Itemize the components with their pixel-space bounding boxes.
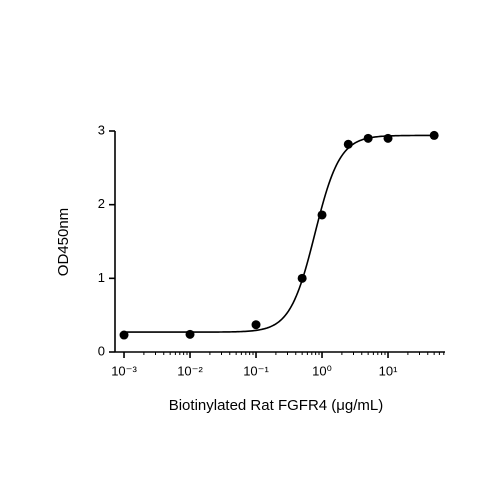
data-point xyxy=(251,320,261,330)
x-tick-label: 10⁰ xyxy=(312,363,332,378)
x-tick-label: 10⁻¹ xyxy=(243,363,269,378)
data-point xyxy=(429,130,439,140)
y-tick-label: 0 xyxy=(98,343,105,358)
y-axis-label: OD450nm xyxy=(55,208,72,276)
y-tick-label: 1 xyxy=(98,270,105,285)
x-tick-label: 10¹ xyxy=(379,363,398,378)
data-point xyxy=(185,329,195,339)
data-point xyxy=(383,133,393,143)
x-tick-label: 10⁻³ xyxy=(111,363,137,378)
data-point xyxy=(363,133,373,143)
data-point xyxy=(119,330,129,340)
x-axis-label: Biotinylated Rat FGFR4 (μg/mL) xyxy=(169,397,384,414)
data-point xyxy=(297,273,307,283)
x-tick-label: 10⁻² xyxy=(177,363,203,378)
data-point xyxy=(317,210,327,220)
fit-curve xyxy=(124,134,435,333)
y-tick-label: 2 xyxy=(98,196,105,211)
y-tick-label: 3 xyxy=(98,122,105,137)
data-point xyxy=(343,139,353,149)
